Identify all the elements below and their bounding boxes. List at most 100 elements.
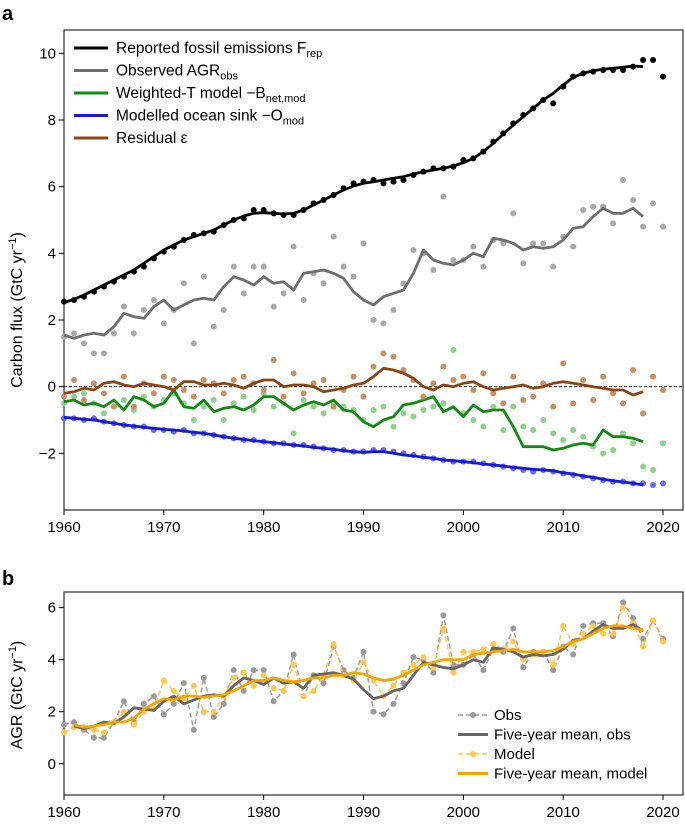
point-obs <box>370 708 377 715</box>
point-residual <box>570 400 577 407</box>
point-model <box>360 659 367 666</box>
point-observed-agr <box>610 220 617 227</box>
point-weighted-t-model <box>100 410 107 417</box>
point-weighted-t-model <box>600 450 607 457</box>
point-model <box>650 617 657 624</box>
point-model <box>460 648 467 655</box>
point-residual <box>230 377 237 383</box>
panel-a: a Carbon flux (GtC yr−1) 1960 1970 1980 199… <box>2 3 684 536</box>
point-weighted-t-model <box>580 433 587 440</box>
panel-b-ytick-label: 4 <box>48 652 56 669</box>
point-obs <box>570 651 577 658</box>
point-obs <box>210 713 217 720</box>
legend-label: Residual ε <box>116 130 188 147</box>
panel-a-legend: Reported fossil emissions Frep Observed A… <box>74 40 322 147</box>
point-obs <box>620 599 627 606</box>
point-observed-agr <box>350 273 357 280</box>
point-obs <box>170 700 177 707</box>
legend-label-main: Modelled ocean sink −O <box>116 108 283 125</box>
panel-a-ytick-label: −2 <box>39 445 56 462</box>
point-residual <box>170 377 177 383</box>
point-weighted-t-model <box>560 437 567 443</box>
point-residual <box>590 397 597 403</box>
point-obs <box>190 726 197 733</box>
point-residual <box>460 373 467 380</box>
point-obs <box>630 615 637 622</box>
point-observed-agr <box>210 323 217 330</box>
panel-b-xtick-label: 1980 <box>247 804 280 821</box>
point-residual <box>320 377 327 383</box>
panel-a-ytick-label: 8 <box>48 112 56 129</box>
point-obs <box>120 698 127 705</box>
panel-a-label: a <box>2 3 14 25</box>
panel-b-xtick-label: 1960 <box>47 804 80 821</box>
point-weighted-t-model <box>250 407 257 413</box>
point-residual <box>100 390 107 397</box>
point-observed-agr <box>300 297 307 303</box>
point-weighted-t-model <box>610 447 617 453</box>
legend-marker <box>470 751 476 757</box>
point-residual <box>510 373 517 380</box>
point-model <box>590 622 597 629</box>
point-observed-agr <box>530 240 537 247</box>
point-model <box>600 630 607 637</box>
point-weighted-t-model <box>370 407 377 413</box>
point-weighted-t-model <box>190 417 197 423</box>
line-model <box>63 605 664 734</box>
legend-label: Model <box>494 746 535 763</box>
point-model <box>420 654 427 661</box>
legend-label: Modelled ocean sink −Omod <box>116 108 304 128</box>
point-weighted-t-model <box>620 430 627 437</box>
point-observed-agr <box>450 257 457 263</box>
point-observed-agr <box>430 267 437 273</box>
point-weighted-t-model <box>480 423 487 430</box>
point-model <box>510 638 517 645</box>
legend-label: Reported fossil emissions Frep <box>116 40 322 60</box>
point-obs <box>250 667 257 674</box>
point-residual <box>420 393 427 400</box>
point-model <box>200 708 207 715</box>
legend-label: Five-year mean, model <box>494 766 647 783</box>
point-weighted-t-model <box>500 427 507 433</box>
line-obs <box>63 600 664 739</box>
panel-a-xtick-label: 1990 <box>347 519 380 536</box>
point-obs <box>480 667 487 674</box>
point-residual <box>200 377 207 383</box>
point-obs <box>520 664 527 671</box>
point-weighted-t-model <box>570 427 577 433</box>
point-weighted-t-model <box>120 397 127 403</box>
point-residual <box>260 387 267 393</box>
point-obs <box>380 711 387 718</box>
point-weighted-t-model <box>530 427 537 433</box>
panel-a-xtick-label: 2000 <box>447 519 480 536</box>
panel-b-ylabel-main: AGR (GtC yr <box>9 658 26 749</box>
point-obs <box>61 721 67 728</box>
legend-label-main: Residual ε <box>116 130 188 147</box>
point-obs <box>290 651 297 658</box>
point-residual <box>370 363 377 370</box>
point-observed-agr <box>280 290 287 297</box>
point-obs <box>200 674 207 681</box>
point-obs <box>90 734 97 741</box>
point-obs <box>100 734 107 741</box>
point-residual <box>240 373 247 380</box>
point-weighted-t-model <box>210 397 217 403</box>
point-model <box>610 630 617 637</box>
point-obs <box>150 693 157 700</box>
line-residual <box>63 366 644 397</box>
point-observed-agr <box>360 240 367 247</box>
point-residual <box>180 387 187 393</box>
point-obs <box>240 687 247 694</box>
point-observed-agr <box>200 273 207 280</box>
point-observed-agr <box>240 290 247 297</box>
panel-a-ytick-label: 2 <box>48 312 56 329</box>
point-observed-agr <box>340 263 347 270</box>
point-weighted-t-model <box>490 403 497 410</box>
point-residual <box>350 373 357 380</box>
point-model <box>550 661 557 668</box>
point-residual <box>450 377 457 383</box>
point-obs <box>320 680 327 687</box>
point-observed-agr <box>520 260 527 267</box>
point-model <box>480 646 487 653</box>
